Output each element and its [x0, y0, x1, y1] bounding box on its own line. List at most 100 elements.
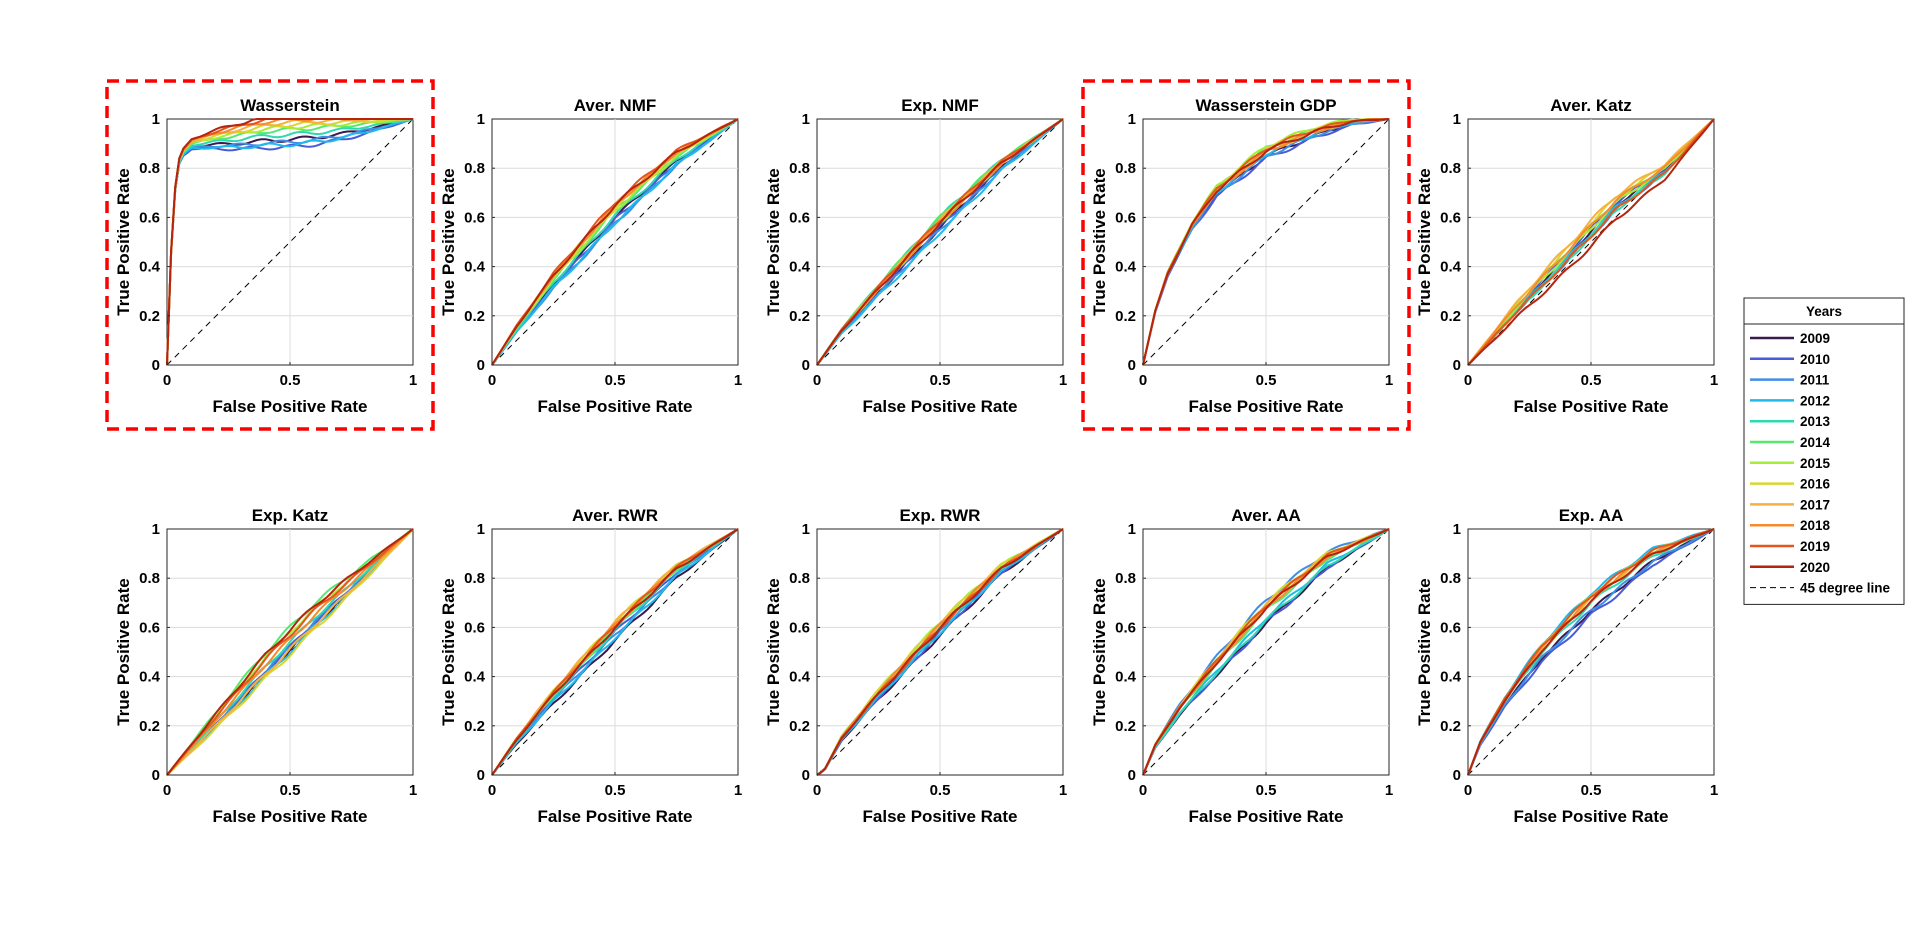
roc-curve-2019 — [166, 528, 414, 776]
roc-curve-2020 — [166, 118, 413, 366]
y-tick-label: 0.2 — [1440, 308, 1461, 325]
legend-entry-2020: 2020 — [1800, 560, 1830, 575]
y-tick-label: 0.8 — [139, 570, 160, 587]
y-tick-label: 0.4 — [464, 259, 486, 276]
x-axis-label: False Positive Rate — [213, 807, 368, 826]
legend-entry-2019: 2019 — [1800, 539, 1830, 554]
x-tick-label: 0.5 — [1581, 372, 1602, 389]
y-tick-label: 0.2 — [789, 308, 810, 325]
reference-line-45 — [491, 528, 739, 776]
x-tick-label: 0.5 — [1581, 782, 1602, 799]
y-tick-label: 0.6 — [464, 619, 485, 636]
roc-curve-2020 — [166, 528, 414, 776]
x-tick-label: 1 — [1385, 372, 1393, 389]
y-tick-label: 0.2 — [464, 718, 485, 735]
y-axis-label: True Positive Rate — [114, 168, 133, 315]
roc-curve-2020 — [816, 528, 1064, 776]
roc-curve-2016 — [166, 528, 414, 776]
y-tick-label: 0.2 — [139, 308, 160, 325]
roc-curve-2012 — [491, 118, 739, 366]
x-axis-label: False Positive Rate — [538, 397, 693, 416]
y-tick-label: 0 — [152, 357, 160, 374]
legend-title: Years — [1806, 304, 1842, 319]
y-tick-label: 0 — [1453, 767, 1461, 784]
legend-entry-2016: 2016 — [1800, 477, 1831, 492]
y-tick-label: 0.4 — [1440, 259, 1462, 276]
y-axis-label: True Positive Rate — [1090, 168, 1109, 315]
y-tick-label: 0.8 — [139, 160, 160, 177]
y-tick-label: 1 — [1453, 111, 1461, 128]
x-tick-label: 1 — [1059, 372, 1067, 389]
y-tick-label: 0.6 — [139, 209, 160, 226]
highlight-box-wasserstein-gdp — [1081, 79, 1411, 431]
x-axis-label: False Positive Rate — [1514, 397, 1669, 416]
x-tick-label: 0 — [163, 372, 171, 389]
panel-title-aver-aa: Aver. AA — [1231, 506, 1301, 525]
legend-entry-2009: 2009 — [1800, 331, 1830, 346]
x-tick-label: 1 — [1385, 782, 1393, 799]
roc-curve-2010 — [491, 118, 739, 366]
roc-curve-2014 — [166, 528, 414, 776]
y-tick-label: 0.6 — [1115, 619, 1136, 636]
y-tick-label: 0.8 — [1440, 570, 1461, 587]
x-tick-label: 0 — [1464, 782, 1472, 799]
x-tick-label: 1 — [1710, 372, 1718, 389]
y-tick-label: 0.6 — [1440, 209, 1461, 226]
x-tick-label: 1 — [409, 372, 417, 389]
y-tick-label: 0.4 — [1440, 669, 1462, 686]
reference-line-45 — [1142, 118, 1390, 366]
x-tick-label: 0 — [813, 782, 821, 799]
reference-line-45 — [816, 528, 1064, 776]
x-tick-label: 0.5 — [280, 372, 301, 389]
roc-curve-2018 — [816, 528, 1064, 776]
y-axis-label: True Positive Rate — [1415, 168, 1434, 315]
y-tick-label: 0.2 — [139, 718, 160, 735]
roc-curve-2017 — [1467, 118, 1715, 366]
legend-entry-2018: 2018 — [1800, 518, 1831, 533]
panel-title-aver-nmf: Aver. NMF — [574, 96, 657, 115]
y-axis-label: True Positive Rate — [439, 578, 458, 725]
legend-box — [1743, 297, 1905, 605]
x-tick-label: 0.5 — [605, 782, 626, 799]
roc-curve-2015 — [1467, 118, 1715, 366]
y-tick-label: 1 — [477, 111, 485, 128]
legend-entry-2010: 2010 — [1800, 352, 1830, 367]
y-tick-label: 1 — [152, 521, 160, 538]
panel-title-wasserstein-gdp: Wasserstein GDP — [1195, 96, 1336, 115]
roc-curve-2011 — [1467, 528, 1715, 776]
y-tick-label: 1 — [1128, 521, 1136, 538]
highlight-box-wasserstein — [105, 79, 435, 431]
y-tick-label: 0.4 — [1115, 259, 1137, 276]
y-tick-label: 0 — [1128, 357, 1136, 374]
y-tick-label: 0 — [1128, 767, 1136, 784]
y-tick-label: 0 — [477, 357, 485, 374]
roc-curve-2012 — [816, 528, 1064, 776]
x-tick-label: 0 — [488, 372, 496, 389]
roc-curve-2020 — [1142, 118, 1390, 366]
x-tick-label: 0 — [1464, 372, 1472, 389]
panel-title-aver-katz: Aver. Katz — [1550, 96, 1632, 115]
legend-entry-2015: 2015 — [1800, 456, 1831, 471]
y-tick-label: 0.2 — [1440, 718, 1461, 735]
reference-line-45 — [1467, 528, 1715, 776]
y-tick-label: 0.6 — [789, 619, 810, 636]
roc-curve-2020 — [1467, 528, 1715, 776]
reference-line-45 — [491, 118, 739, 366]
x-tick-label: 0.5 — [1256, 372, 1277, 389]
y-tick-label: 0.6 — [1440, 619, 1461, 636]
y-tick-label: 0.6 — [464, 209, 485, 226]
x-tick-label: 0 — [163, 782, 171, 799]
reference-line-45 — [816, 118, 1064, 366]
panel-title-exp-nmf: Exp. NMF — [901, 96, 978, 115]
y-axis-label: True Positive Rate — [1415, 578, 1434, 725]
y-tick-label: 0 — [152, 767, 160, 784]
y-tick-label: 0.2 — [464, 308, 485, 325]
y-tick-label: 0.8 — [464, 570, 485, 587]
x-tick-label: 1 — [734, 782, 742, 799]
panel-title-wasserstein: Wasserstein — [240, 96, 340, 115]
x-tick-label: 0 — [1139, 372, 1147, 389]
y-tick-label: 0.6 — [139, 619, 160, 636]
x-axis-label: False Positive Rate — [863, 397, 1018, 416]
roc-curve-2011 — [816, 118, 1064, 366]
y-tick-label: 0.8 — [1440, 160, 1461, 177]
